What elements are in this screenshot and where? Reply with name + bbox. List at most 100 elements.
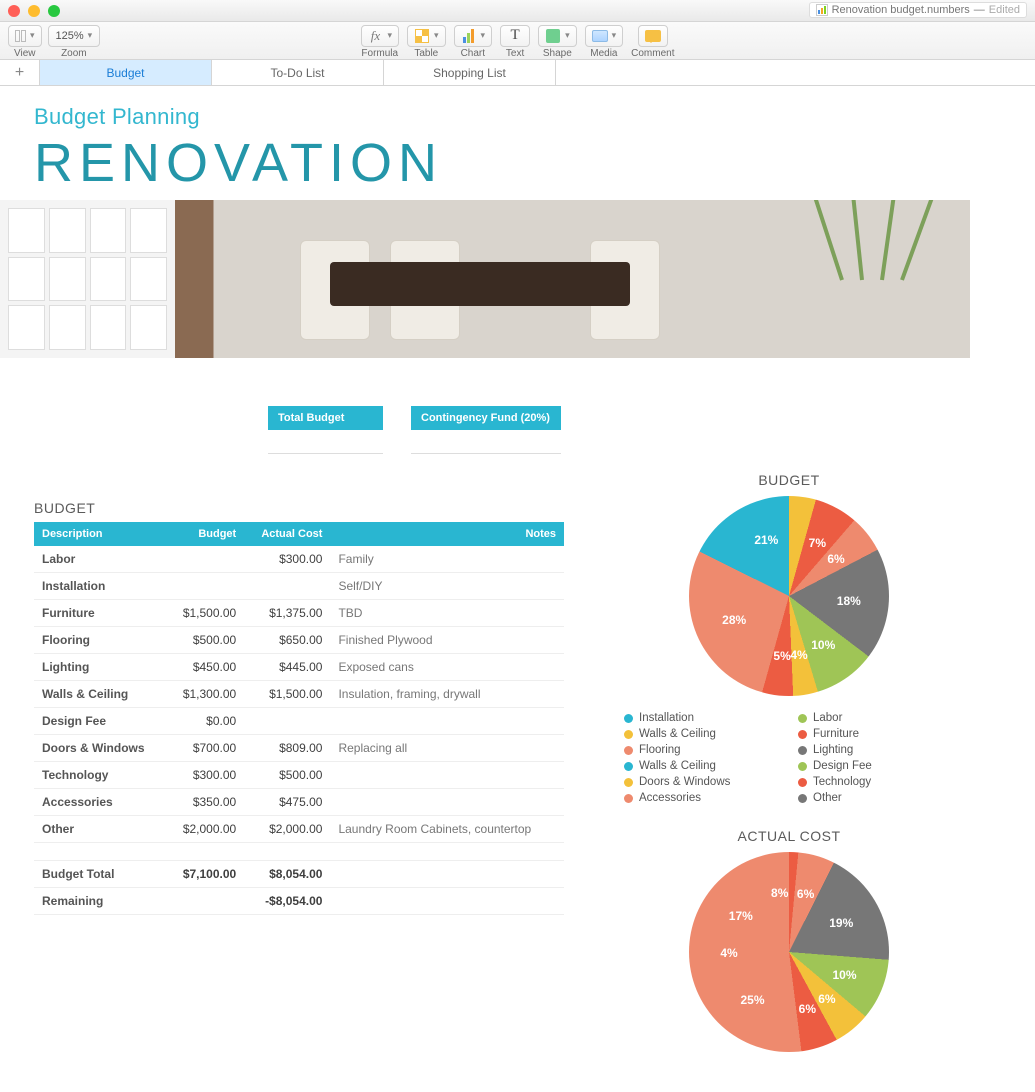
chart-legend: InstallationLaborWalls & CeilingFurnitur… <box>624 712 954 804</box>
view-icon <box>15 30 26 42</box>
sheet-tab[interactable]: Budget <box>40 60 212 85</box>
shape-icon <box>545 28 561 44</box>
text-icon: T <box>507 28 523 44</box>
document-filename: Renovation budget.numbers <box>832 4 970 16</box>
col-description[interactable]: Description <box>34 522 167 546</box>
pie-slice-label: 21% <box>754 533 778 547</box>
contingency-value <box>411 430 561 454</box>
text-label: Text <box>506 48 524 59</box>
legend-item: Walls & Ceiling <box>624 728 780 740</box>
table-label: Table <box>414 48 438 59</box>
total-budget-label: Total Budget <box>268 406 383 430</box>
legend-item: Doors & Windows <box>624 776 780 788</box>
zoom-window-button[interactable] <box>48 5 60 17</box>
table-row[interactable]: Accessories$350.00$475.00 <box>34 789 564 816</box>
pie-slice-label: 17% <box>729 909 753 923</box>
sheet-tab[interactable]: To-Do List <box>212 60 384 85</box>
summary-chips: Total Budget Contingency Fund (20%) <box>268 406 1035 454</box>
formula-icon: fx <box>367 28 383 44</box>
remaining-row[interactable]: Remaining-$8,054.00 <box>34 888 564 915</box>
zoom-value: 125% <box>56 30 84 42</box>
table-row[interactable]: Furniture$1,500.00$1,375.00TBD <box>34 600 564 627</box>
pie-slice-label: 6% <box>827 552 844 566</box>
zoom-tool: 125% ▾ Zoom <box>48 25 101 59</box>
media-button[interactable]: ▾ <box>585 25 624 47</box>
contingency-label: Contingency Fund (20%) <box>411 406 561 430</box>
close-window-button[interactable] <box>8 5 20 17</box>
budget-section-title: BUDGET <box>34 500 564 516</box>
zoom-button[interactable]: 125% ▾ <box>48 25 101 47</box>
legend-item: Accessories <box>624 792 780 804</box>
pie-slice-label: 28% <box>722 613 746 627</box>
budget-chart-title: BUDGET <box>624 472 954 488</box>
window-titlebar: Renovation budget.numbers — Edited <box>0 0 1035 22</box>
toolbar: ▾ View 125%▾ Zoom fx▾Formula ▾Table ▾Cha… <box>0 22 1035 60</box>
document-icon <box>816 4 828 16</box>
minimize-window-button[interactable] <box>28 5 40 17</box>
table-row[interactable]: Flooring$500.00$650.00Finished Plywood <box>34 627 564 654</box>
comment-icon <box>645 28 661 44</box>
media-icon <box>592 28 608 44</box>
table-row[interactable]: Doors & Windows$700.00$809.00Replacing a… <box>34 735 564 762</box>
zoom-label: Zoom <box>61 48 87 59</box>
legend-item: Lighting <box>798 744 954 756</box>
budget-pie-chart[interactable]: 21%7%6%18%10%4%5%28% <box>689 496 889 696</box>
document-canvas[interactable]: Budget Planning RENOVATION Total Budget … <box>0 86 1035 1092</box>
budget-total-row[interactable]: Budget Total$7,100.00$8,054.00 <box>34 861 564 888</box>
traffic-lights <box>8 5 60 17</box>
actual-chart-title: ACTUAL COST <box>624 828 954 844</box>
document-proxy[interactable]: Renovation budget.numbers — Edited <box>809 2 1027 18</box>
pie-slice-label: 4% <box>790 648 807 662</box>
view-button[interactable]: ▾ <box>8 25 42 47</box>
legend-item: Installation <box>624 712 780 724</box>
formula-button[interactable]: fx▾ <box>360 25 399 47</box>
chart-icon <box>461 28 477 44</box>
pie-slice-label: 18% <box>837 594 861 608</box>
contingency-chip[interactable]: Contingency Fund (20%) <box>411 406 561 454</box>
legend-item: Flooring <box>624 744 780 756</box>
chevron-down-icon: ▾ <box>88 30 93 41</box>
table-row[interactable]: InstallationSelf/DIY <box>34 573 564 600</box>
view-label: View <box>14 48 36 59</box>
total-budget-chip[interactable]: Total Budget <box>268 406 383 454</box>
legend-item: Other <box>798 792 954 804</box>
pie-slice-label: 6% <box>797 887 814 901</box>
table-row[interactable]: Design Fee$0.00 <box>34 708 564 735</box>
pie-slice-label: 7% <box>809 536 826 550</box>
total-budget-value <box>268 430 383 454</box>
chart-button[interactable]: ▾ <box>454 25 493 47</box>
pie-slice-label: 8% <box>771 886 788 900</box>
chart-label: Chart <box>461 48 485 59</box>
table-icon <box>414 28 430 44</box>
table-row[interactable]: Lighting$450.00$445.00Exposed cans <box>34 654 564 681</box>
comment-label: Comment <box>631 48 674 59</box>
legend-item: Walls & Ceiling <box>624 760 780 772</box>
sheet-tabs: + BudgetTo-Do ListShopping List <box>0 60 1035 86</box>
pie-slice-label: 6% <box>799 1002 816 1016</box>
col-notes[interactable]: Notes <box>330 522 564 546</box>
table-row[interactable]: Other$2,000.00$2,000.00Laundry Room Cabi… <box>34 816 564 843</box>
col-budget[interactable]: Budget <box>167 522 245 546</box>
pie-slice-label: 25% <box>741 993 765 1007</box>
text-button[interactable]: T <box>500 25 530 47</box>
doc-subtitle: Budget Planning <box>34 104 1035 130</box>
table-row[interactable]: Labor$300.00Family <box>34 546 564 573</box>
table-row[interactable]: Technology$300.00$500.00 <box>34 762 564 789</box>
table-row[interactable]: Walls & Ceiling$1,300.00$1,500.00Insulat… <box>34 681 564 708</box>
pie-slice-label: 4% <box>720 946 737 960</box>
formula-label: Formula <box>361 48 398 59</box>
view-tool: ▾ View <box>8 25 42 59</box>
comment-button[interactable] <box>638 25 668 47</box>
pie-slice-label: 6% <box>818 992 835 1006</box>
add-sheet-button[interactable]: + <box>0 60 40 85</box>
budget-table[interactable]: Description Budget Actual Cost Notes Lab… <box>34 522 564 915</box>
sheet-tab[interactable]: Shopping List <box>384 60 556 85</box>
hero-image <box>0 200 970 358</box>
table-button[interactable]: ▾ <box>407 25 446 47</box>
document-status: Edited <box>989 4 1020 16</box>
pie-slice-label: 10% <box>811 638 835 652</box>
legend-item: Design Fee <box>798 760 954 772</box>
actual-pie-chart[interactable]: 4%17%8%6%19%10%6%6%25% <box>689 852 889 1052</box>
shape-button[interactable]: ▾ <box>538 25 577 47</box>
col-actual[interactable]: Actual Cost <box>244 522 330 546</box>
